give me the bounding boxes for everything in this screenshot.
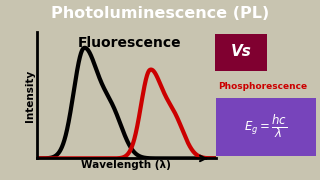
Text: Photoluminescence (PL): Photoluminescence (PL) <box>51 6 269 21</box>
X-axis label: Wavelength (λ): Wavelength (λ) <box>82 160 171 170</box>
FancyBboxPatch shape <box>216 98 316 156</box>
Text: Vs: Vs <box>231 44 252 59</box>
Y-axis label: Intensity: Intensity <box>25 69 36 122</box>
Text: Fluorescence: Fluorescence <box>78 36 182 50</box>
Text: Phosphorescence: Phosphorescence <box>218 82 307 91</box>
FancyBboxPatch shape <box>215 34 268 71</box>
Text: $\mathit{E_g} = \dfrac{\mathit{hc}}{\lambda}$: $\mathit{E_g} = \dfrac{\mathit{hc}}{\lam… <box>244 114 288 140</box>
